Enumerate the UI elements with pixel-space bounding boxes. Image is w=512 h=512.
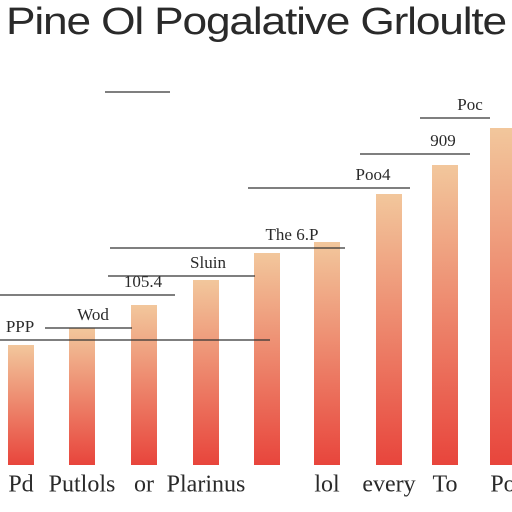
x-tick-label: Pd <box>8 472 33 498</box>
bar <box>376 194 402 465</box>
bar <box>432 165 458 465</box>
bar <box>69 328 95 465</box>
annotation: The 6.P <box>266 225 319 244</box>
chart-title: Pine Ol Pogalative Grloulte <box>6 1 506 43</box>
annotation: Wod <box>77 305 109 324</box>
annotation: Poo4 <box>356 165 391 184</box>
x-tick-label: lol <box>314 472 340 498</box>
bar <box>490 128 512 465</box>
x-tick-label: or <box>134 472 154 498</box>
x-tick-label: Putlols <box>49 472 116 498</box>
annotation: PPP <box>6 317 34 336</box>
annotation: 105.4 <box>124 272 163 291</box>
bar <box>314 242 340 465</box>
bar <box>193 280 219 465</box>
bar <box>8 345 34 465</box>
annotation: Sluin <box>190 253 226 272</box>
x-tick-label: every <box>362 472 415 498</box>
x-tick-label: Plarinus <box>167 472 246 498</box>
annotation: Poc <box>457 95 483 114</box>
bar <box>254 253 280 465</box>
annotation: 909 <box>430 131 456 150</box>
x-tick-label: Po <box>490 472 512 498</box>
bar <box>131 305 157 465</box>
x-tick-label: To <box>433 472 458 498</box>
